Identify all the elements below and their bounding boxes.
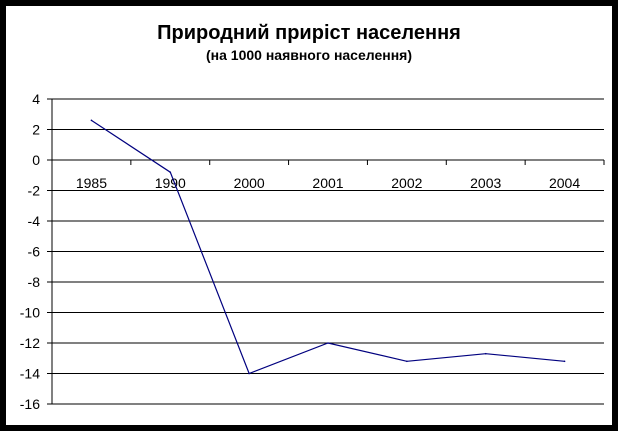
data-point	[484, 352, 487, 355]
x-tick-label: 2003	[470, 175, 501, 191]
x-tick-label: 1985	[76, 175, 107, 191]
series	[90, 119, 566, 375]
data-point	[327, 342, 329, 344]
x-tick-label: 1990	[155, 175, 186, 191]
y-axis: 4 2 0 -2 -4 -6 -8 -10 -12 -14 -16	[20, 91, 53, 412]
data-point	[90, 119, 93, 122]
x-tick-label: 2000	[234, 175, 265, 191]
x-tick-label: 2002	[391, 175, 422, 191]
y-tick-label: -12	[20, 335, 40, 351]
data-point	[169, 171, 172, 173]
y-tick-label: -4	[28, 213, 41, 229]
x-tick-label: 2001	[312, 175, 343, 191]
y-tick-label: 4	[32, 91, 40, 107]
y-tick-label: -6	[28, 244, 41, 260]
x-tick-label: 2004	[549, 175, 580, 191]
y-tick-label: 2	[32, 122, 40, 138]
y-tick-label: -14	[20, 366, 40, 382]
gridlines	[52, 98, 604, 405]
x-axis-labels: 1985 1990 2000 2001 2002 2003 2004	[51, 160, 605, 191]
y-tick-label: -8	[28, 274, 41, 290]
y-tick-label: -16	[20, 396, 40, 412]
series-line	[91, 119, 565, 375]
chart-title: Природний приріст населення	[157, 22, 461, 44]
y-tick-label: 0	[32, 152, 40, 168]
data-point	[248, 372, 250, 375]
y-tick-label: -2	[28, 183, 41, 199]
data-point	[563, 360, 566, 363]
chart-subtitle: (на 1000 наявного населення)	[206, 47, 412, 63]
data-point	[406, 360, 408, 363]
y-tick-label: -10	[20, 305, 40, 321]
